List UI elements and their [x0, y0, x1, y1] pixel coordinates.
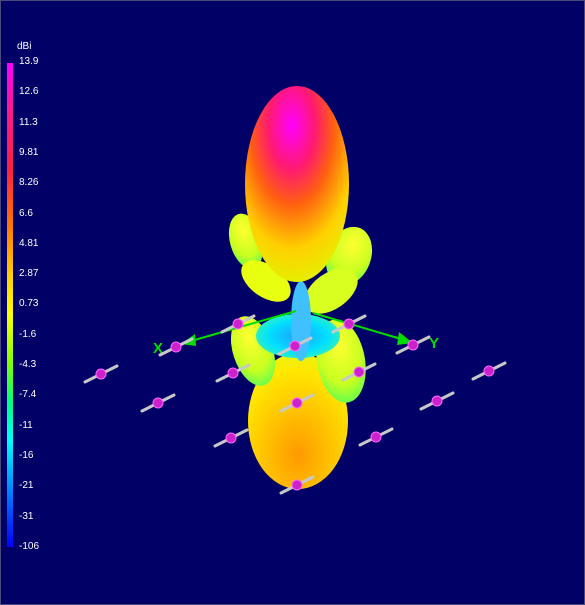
antenna-element — [140, 393, 176, 413]
colorbar-tick-label: -21 — [19, 480, 34, 492]
colorbar-tick-label: -16 — [19, 449, 34, 461]
antenna-element — [215, 363, 251, 383]
antenna-element — [419, 391, 455, 411]
colorbar-gradient — [7, 63, 13, 547]
y-axis-label: Y — [429, 335, 439, 352]
colorbar-tick-label: -4.3 — [19, 359, 37, 370]
colorbar-tick-label: 11.3 — [19, 116, 38, 128]
lower-main-lobe — [248, 353, 348, 489]
antenna-element — [341, 362, 377, 382]
colorbar-tick-label: -106 — [19, 540, 40, 552]
antenna-element — [471, 361, 507, 381]
colorbar-tick-label: -7.4 — [19, 389, 37, 401]
antenna-element — [213, 428, 249, 448]
colorbar-tick-label: -1.6 — [19, 328, 37, 340]
antenna-elements — [83, 314, 507, 495]
colorbar-tick-label: -11 — [19, 419, 33, 431]
colorbar-tick-label: -31 — [19, 510, 34, 522]
antenna-element — [279, 393, 315, 413]
colorbar-tick-label: 9.81 — [19, 146, 39, 158]
colorbar-tick-label: 4.81 — [19, 237, 39, 249]
antenna-element — [158, 337, 194, 357]
antenna-element — [220, 314, 256, 334]
antenna-element — [395, 335, 431, 355]
colorbar-tick-label: 2.87 — [19, 268, 39, 280]
antenna-element — [358, 427, 394, 447]
colorbar-tick-label: 13.9 — [19, 56, 39, 67]
colorbar-unit: dBi — [17, 41, 32, 52]
colorbar-tick-label: 6.6 — [19, 207, 33, 219]
x-axis-label: X — [153, 340, 163, 357]
antenna-element — [279, 475, 315, 495]
colorbar-tick-label: 0.73 — [19, 298, 39, 310]
colorbar-tick-label: 12.6 — [19, 86, 39, 98]
colorbar-tick-label: 8.26 — [19, 177, 39, 189]
antenna-element — [331, 314, 367, 334]
antenna-element — [277, 336, 313, 356]
upper-main-lobe — [245, 86, 349, 282]
antenna-element — [83, 364, 119, 384]
